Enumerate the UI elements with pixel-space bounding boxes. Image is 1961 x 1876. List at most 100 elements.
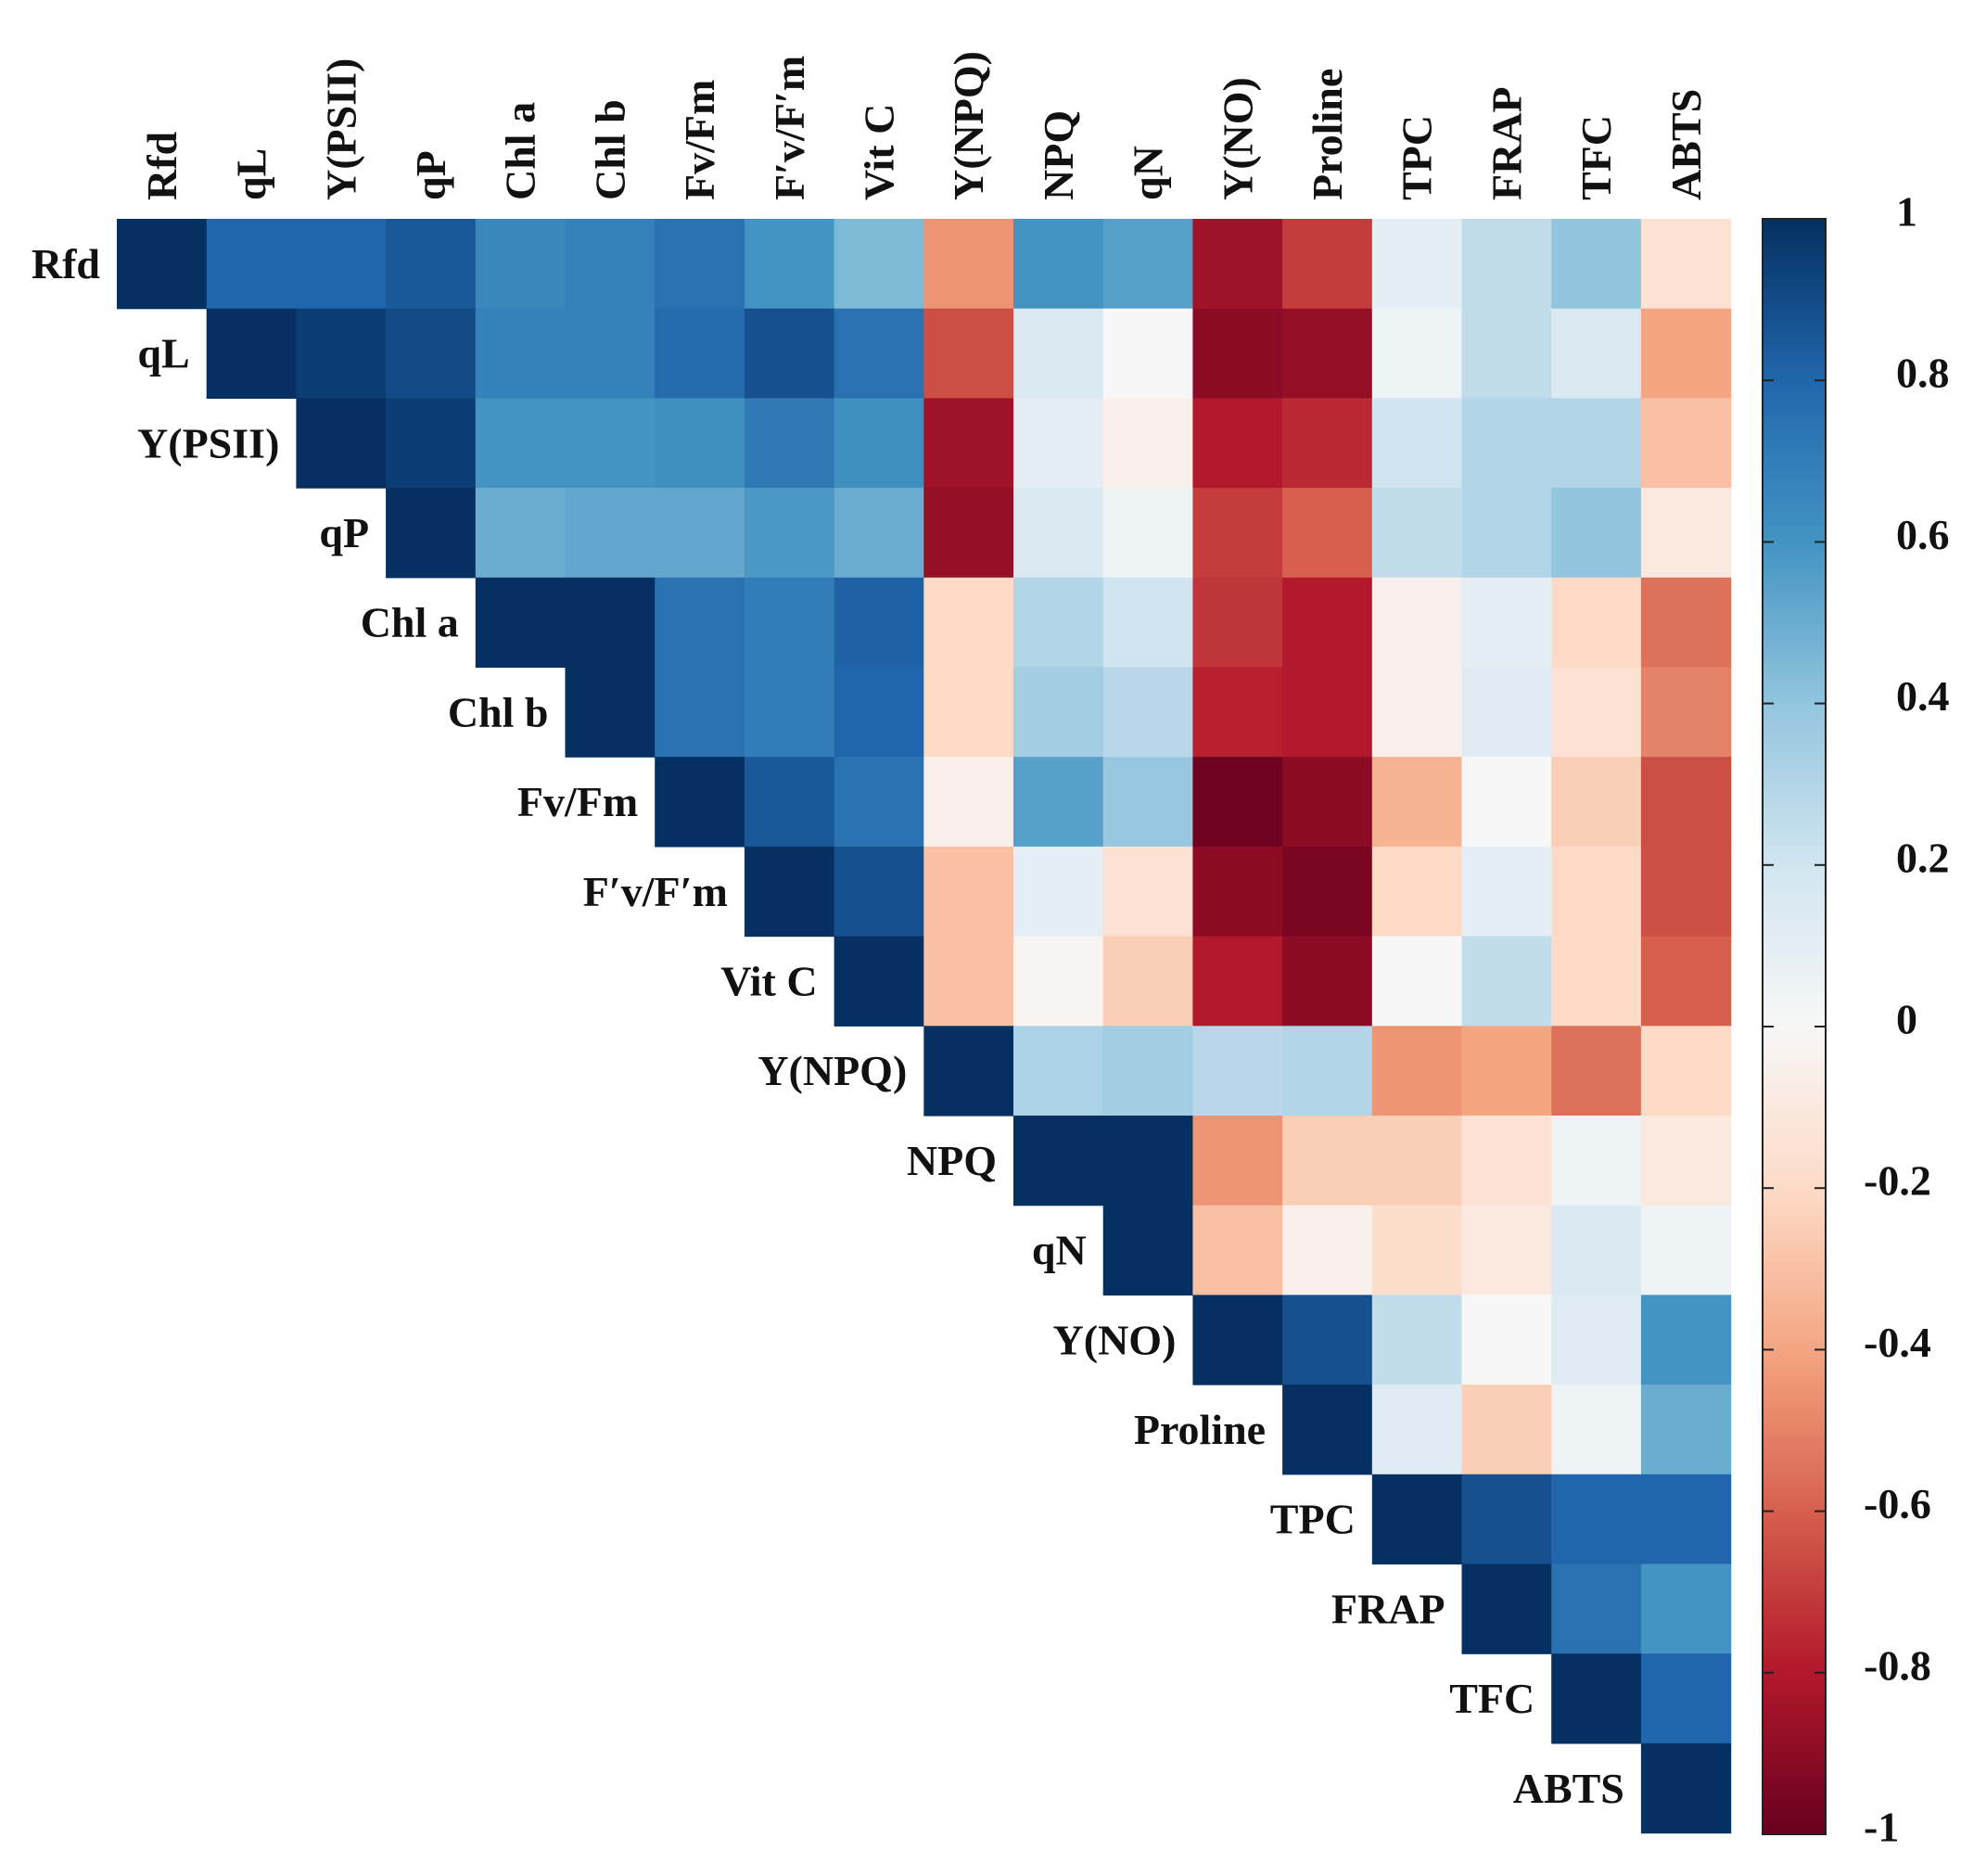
colorbar-tick-label: -0.2	[1864, 1157, 1931, 1205]
heatmap-cell-chl-a-qn	[1102, 577, 1193, 669]
heatmap-cell-fv-fm-fprimev-fprimem	[744, 757, 835, 848]
heatmap-cell-qp-qp	[386, 488, 477, 579]
heatmap-cell-proline-proline	[1282, 1385, 1373, 1475]
heatmap-cell-y-psii-frap	[1461, 398, 1552, 489]
heatmap-cell-tpc-abts	[1640, 1474, 1732, 1565]
heatmap-cell-y-psii-y-npq	[923, 398, 1014, 489]
row-label-tpc: TPC	[1270, 1496, 1356, 1543]
heatmap-cell-y-psii-qp	[386, 398, 477, 489]
heatmap-cell-chl-b-npq	[1013, 667, 1104, 758]
heatmap-cell-frap-tfc	[1551, 1563, 1642, 1654]
heatmap-cell-chl-a-fprimev-fprimem	[744, 577, 835, 669]
heatmap-cell-qp-abts	[1640, 488, 1732, 579]
column-label-npq: NPQ	[1035, 110, 1082, 200]
heatmap-cell-fv-fm-proline	[1282, 757, 1373, 848]
heatmap-cell-proline-tpc	[1371, 1385, 1463, 1475]
heatmap-cell-fprimev-fprimem-y-no	[1192, 846, 1283, 938]
heatmap-cell-npq-npq	[1013, 1116, 1104, 1206]
heatmap-cell-fprimev-fprimem-vit-c	[834, 846, 924, 938]
heatmap-cell-ql-frap	[1461, 308, 1552, 399]
heatmap-cell-chl-b-fv-fm	[655, 667, 745, 758]
heatmap-cell-vit-c-proline	[1282, 936, 1373, 1027]
heatmap-cell-tpc-frap	[1461, 1474, 1552, 1565]
heatmap-cell-vit-c-tpc	[1371, 936, 1463, 1027]
heatmap-cell-ql-y-npq	[923, 308, 1014, 399]
heatmap-cell-chl-b-y-no	[1192, 667, 1283, 758]
heatmap-cell-frap-frap	[1461, 1563, 1552, 1654]
row-label-y-psii: Y(PSII)	[137, 419, 279, 466]
heatmap-cell-chl-a-y-npq	[923, 577, 1014, 669]
column-label-abts: ABTS	[1662, 89, 1710, 200]
heatmap-cell-fv-fm-y-no	[1192, 757, 1283, 848]
heatmap-cell-fprimev-fprimem-fprimev-fprimem	[744, 846, 835, 938]
heatmap-cell-qp-y-no	[1192, 488, 1283, 579]
colorbar-tick-label: -0.4	[1864, 1319, 1931, 1366]
heatmap-cell-y-psii-tfc	[1551, 398, 1642, 489]
heatmap-cell-qn-proline	[1282, 1205, 1373, 1295]
heatmap-cell-y-npq-qn	[1102, 1026, 1193, 1117]
column-label-rfd: Rfd	[138, 131, 185, 200]
heatmap-cell-rfd-y-no	[1192, 219, 1283, 310]
column-label-chl-b: Chl b	[586, 99, 633, 200]
heatmap-cell-fprimev-fprimem-proline	[1282, 846, 1373, 938]
heatmap-cell-y-psii-abts	[1640, 398, 1732, 489]
heatmap-cell-ql-chl-a	[475, 308, 567, 399]
heatmap-cell-fv-fm-tfc	[1551, 757, 1642, 848]
heatmap-cell-fprimev-fprimem-tfc	[1551, 846, 1642, 938]
heatmap-cell-npq-proline	[1282, 1116, 1373, 1206]
heatmap-cell-qp-frap	[1461, 488, 1552, 579]
heatmap-cell-chl-a-fv-fm	[655, 577, 745, 669]
heatmap-cell-proline-tfc	[1551, 1385, 1642, 1475]
heatmap-cell-chl-b-abts	[1640, 667, 1732, 758]
colorbar-tick-label: -0.8	[1864, 1641, 1931, 1689]
heatmap-cell-rfd-qn	[1102, 219, 1193, 310]
heatmap-cell-rfd-proline	[1282, 219, 1373, 310]
heatmap-cell-fv-fm-tpc	[1371, 757, 1463, 848]
colorbar-tick-label: 0.4	[1896, 672, 1950, 720]
heatmap-cell-fprimev-fprimem-y-npq	[923, 846, 1014, 938]
heatmap-cell-y-no-proline	[1282, 1295, 1373, 1385]
heatmap-cell-chl-b-tpc	[1371, 667, 1463, 758]
heatmap-cell-rfd-y-npq	[923, 219, 1014, 310]
heatmap-cell-npq-frap	[1461, 1116, 1552, 1206]
heatmap-cell-rfd-fv-fm	[655, 219, 745, 310]
column-label-qn: qN	[1125, 146, 1172, 200]
heatmap-cell-chl-b-fprimev-fprimem	[744, 667, 835, 758]
heatmap-cell-y-npq-y-no	[1192, 1026, 1283, 1117]
column-label-qp: qP	[407, 150, 454, 200]
heatmap-cell-y-psii-y-no	[1192, 398, 1283, 489]
column-label-vit-c: Vit C	[855, 104, 902, 200]
row-label-npq: NPQ	[907, 1137, 997, 1184]
heatmap-cell-vit-c-vit-c	[834, 936, 924, 1027]
column-label-chl-a: Chl a	[497, 102, 544, 200]
heatmap-cell-qp-tfc	[1551, 488, 1642, 579]
colorbar-tick-label: -0.6	[1864, 1480, 1931, 1527]
heatmap-cell-chl-b-vit-c	[834, 667, 924, 758]
heatmap-cell-y-no-tfc	[1551, 1295, 1642, 1385]
row-label-fprimev-fprimem: F′v/F′m	[583, 868, 728, 915]
heatmap-cell-fv-fm-abts	[1640, 757, 1732, 848]
column-label-y-no: Y(NO)	[1214, 77, 1261, 200]
heatmap-cell-fprimev-fprimem-qn	[1102, 846, 1193, 938]
column-label-y-psii: Y(PSII)	[317, 58, 364, 200]
heatmap-cell-y-npq-abts	[1640, 1026, 1732, 1117]
heatmap-cell-qn-abts	[1640, 1205, 1732, 1295]
heatmap-cell-ql-tfc	[1551, 308, 1642, 399]
heatmap-cell-y-no-y-no	[1192, 1295, 1283, 1385]
heatmap-cell-qn-y-no	[1192, 1205, 1283, 1295]
heatmap-cell-npq-abts	[1640, 1116, 1732, 1206]
heatmap-cell-ql-ql	[206, 308, 297, 399]
heatmap-cell-chl-a-tfc	[1551, 577, 1642, 669]
heatmap-cell-tpc-tfc	[1551, 1474, 1642, 1565]
heatmap-cell-y-psii-vit-c	[834, 398, 924, 489]
heatmap-cell-npq-qn	[1102, 1116, 1193, 1206]
heatmap-cell-qp-proline	[1282, 488, 1373, 579]
heatmap-cell-vit-c-abts	[1640, 936, 1732, 1027]
column-label-ql: qL	[228, 148, 275, 200]
heatmap-cell-tfc-tfc	[1551, 1653, 1642, 1744]
heatmap-cell-rfd-vit-c	[834, 219, 924, 310]
heatmap-cell-vit-c-y-no	[1192, 936, 1283, 1027]
heatmap-cell-chl-a-abts	[1640, 577, 1732, 669]
heatmap-cell-chl-a-proline	[1282, 577, 1373, 669]
colorbar-tick-label: 0.6	[1896, 511, 1950, 558]
